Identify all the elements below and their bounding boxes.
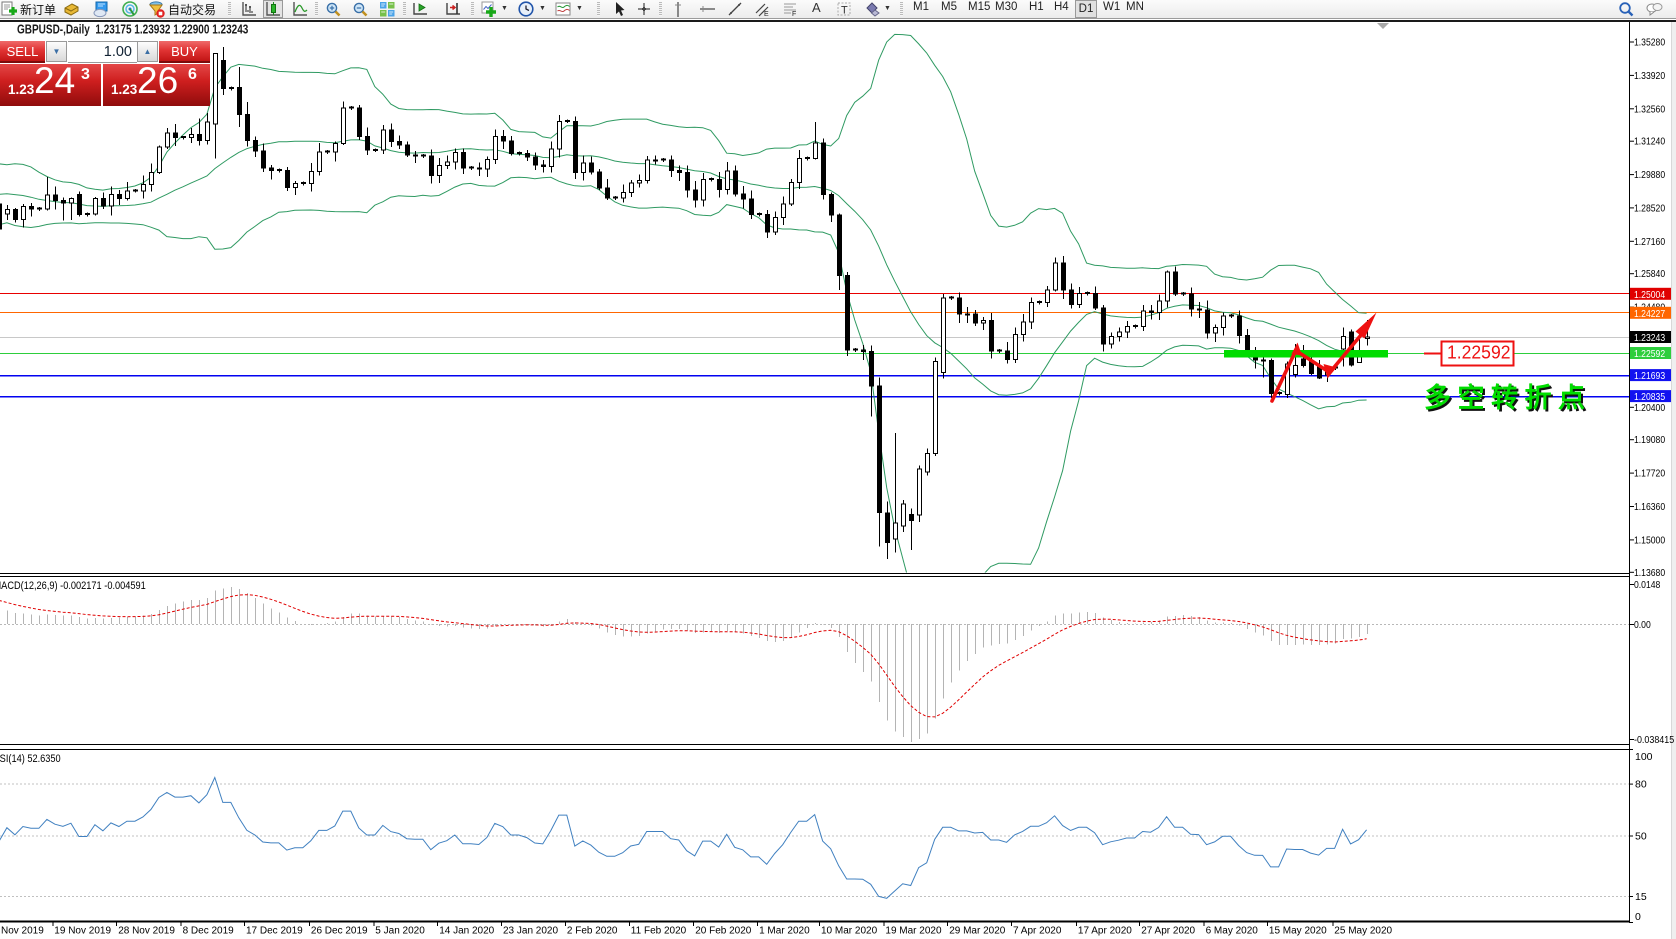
svg-text:1.20835: 1.20835 (1634, 391, 1665, 403)
svg-text:0.00: 0.00 (1634, 619, 1651, 631)
svg-text:19 Nov 2019: 19 Nov 2019 (54, 926, 111, 937)
svg-text:1 Mar 2020: 1 Mar 2020 (759, 926, 810, 937)
svg-text:GBPUSD-,Daily 1.23175 1.23932: GBPUSD-,Daily 1.23175 1.23932 1.22900 1.… (17, 22, 249, 37)
svg-text:1.15000: 1.15000 (1634, 535, 1665, 547)
svg-text:1.32560: 1.32560 (1634, 104, 1665, 116)
svg-text:1.24227: 1.24227 (1634, 308, 1665, 320)
svg-text:1.13680: 1.13680 (1634, 567, 1665, 579)
svg-text:17 Dec 2019: 17 Dec 2019 (246, 926, 303, 937)
svg-text:1.22592: 1.22592 (1447, 342, 1510, 363)
svg-text:多空转折点: 多空转折点 (1426, 384, 1594, 415)
svg-text:20 Feb 2020: 20 Feb 2020 (695, 926, 752, 937)
svg-text:1.33920: 1.33920 (1634, 70, 1665, 82)
svg-text:MACD(12,26,9) -0.002171 -0.004: MACD(12,26,9) -0.002171 -0.004591 (0, 580, 146, 592)
svg-text:26 Dec 2019: 26 Dec 2019 (311, 926, 368, 937)
svg-text:15: 15 (1635, 891, 1647, 903)
svg-text:E: E (764, 11, 769, 18)
svg-text:29 Mar 2020: 29 Mar 2020 (949, 926, 1006, 937)
svg-text:1.22592: 1.22592 (1634, 348, 1665, 360)
svg-text:80: 80 (1635, 779, 1647, 791)
svg-text:28 Nov 2019: 28 Nov 2019 (118, 926, 175, 937)
svg-text:1.20400: 1.20400 (1634, 402, 1665, 414)
svg-text:7 Apr 2020: 7 Apr 2020 (1013, 926, 1062, 937)
svg-text:27 Apr 2020: 27 Apr 2020 (1141, 926, 1195, 937)
svg-text:1.25840: 1.25840 (1634, 268, 1665, 280)
svg-text:1.28520: 1.28520 (1634, 203, 1665, 215)
svg-text:1.16360: 1.16360 (1634, 501, 1665, 513)
svg-text:50: 50 (1635, 831, 1647, 843)
svg-text:多空转折点: 多空转折点 (1424, 382, 1592, 413)
svg-text:T: T (841, 5, 848, 17)
svg-text:0: 0 (1635, 911, 1641, 923)
svg-text:2 Feb 2020: 2 Feb 2020 (567, 926, 618, 937)
svg-text:17 Apr 2020: 17 Apr 2020 (1078, 926, 1132, 937)
svg-text:100: 100 (1635, 751, 1653, 763)
svg-text:1.23243: 1.23243 (1634, 332, 1665, 344)
svg-text:6 May 2020: 6 May 2020 (1206, 926, 1259, 937)
svg-text:RSI(14) 52.6350: RSI(14) 52.6350 (0, 753, 61, 765)
svg-text:19 Mar 2020: 19 Mar 2020 (885, 926, 942, 937)
svg-text:1.21693: 1.21693 (1634, 370, 1665, 382)
svg-text:1.31240: 1.31240 (1634, 136, 1665, 148)
svg-text:11 Feb 2020: 11 Feb 2020 (631, 926, 687, 937)
svg-text:8 Dec 2019: 8 Dec 2019 (183, 926, 235, 937)
svg-text:1.35280: 1.35280 (1634, 37, 1665, 49)
svg-text:Nov 2019: Nov 2019 (1, 926, 44, 937)
svg-text:23 Jan 2020: 23 Jan 2020 (503, 926, 558, 937)
svg-text:1.25004: 1.25004 (1634, 289, 1666, 301)
svg-text:0.0148: 0.0148 (1634, 579, 1660, 591)
svg-text:-0.038415: -0.038415 (1634, 734, 1674, 746)
svg-text:5 Jan 2020: 5 Jan 2020 (375, 926, 425, 937)
svg-text:25 May 2020: 25 May 2020 (1334, 926, 1392, 937)
svg-text:1.19080: 1.19080 (1634, 434, 1665, 446)
svg-text:15 May 2020: 15 May 2020 (1269, 926, 1327, 937)
svg-text:1.17720: 1.17720 (1634, 468, 1665, 480)
svg-text:14 Jan 2020: 14 Jan 2020 (439, 926, 494, 937)
svg-text:1.27160: 1.27160 (1634, 236, 1665, 248)
svg-text:F: F (792, 11, 796, 18)
svg-text:10 Mar 2020: 10 Mar 2020 (821, 926, 878, 937)
svg-text:1.29880: 1.29880 (1634, 169, 1665, 181)
